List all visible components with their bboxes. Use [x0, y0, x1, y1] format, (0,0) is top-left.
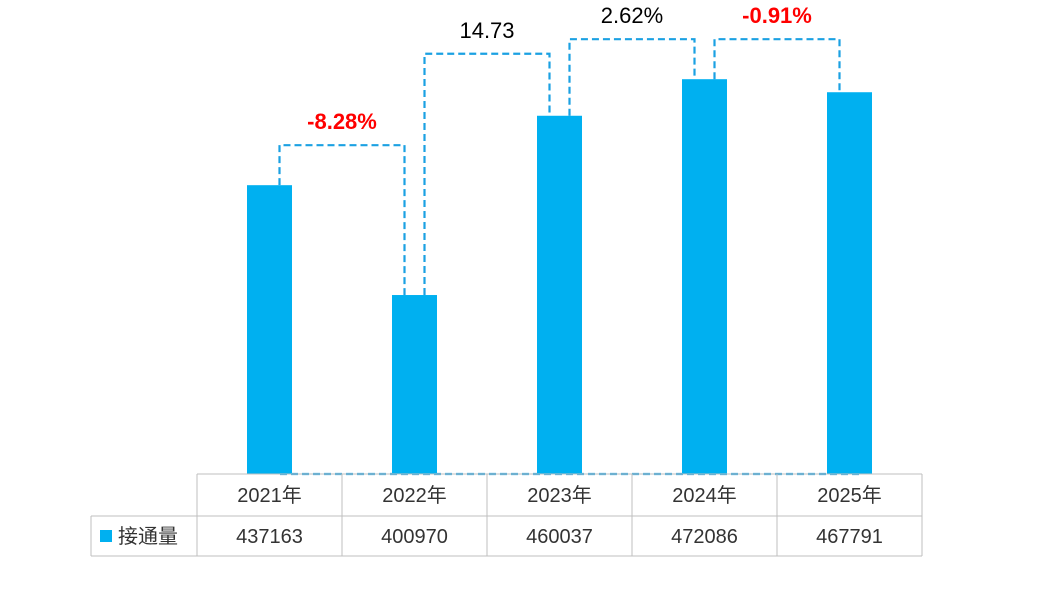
category-label: 2021年	[237, 484, 302, 507]
bar-2025年	[827, 92, 872, 475]
category-label: 2025年	[817, 484, 882, 507]
bar-2022年	[392, 295, 437, 474]
connector-2023年-2024年	[568, 38, 696, 116]
value-cell: 460037	[526, 526, 593, 548]
category-label: 2022年	[382, 484, 447, 507]
category-label: 2023年	[527, 484, 592, 507]
value-cell: 472086	[671, 526, 738, 548]
bar-2024年	[682, 79, 727, 474]
value-cell: 437163	[236, 526, 303, 548]
value-cell: 467791	[816, 526, 883, 548]
series-label: 接通量	[118, 525, 178, 548]
connector-2022年-2023年	[423, 52, 551, 296]
value-cell: 400970	[381, 526, 448, 548]
legend-swatch	[100, 530, 112, 542]
growth-label: 2.62%	[601, 3, 663, 28]
category-label: 2024年	[672, 484, 737, 507]
connector-2024年-2025年	[713, 38, 841, 93]
bar-2021年	[247, 185, 292, 474]
growth-label: 14.73	[459, 18, 514, 43]
growth-annotations: -8.28% 14.73 2.62% -0.91%	[307, 3, 812, 134]
connector-2021年-2022年	[278, 144, 406, 296]
growth-label: -8.28%	[307, 109, 377, 134]
bar-2023年	[537, 115, 582, 474]
bars	[247, 79, 872, 475]
growth-label: -0.91%	[742, 3, 812, 28]
